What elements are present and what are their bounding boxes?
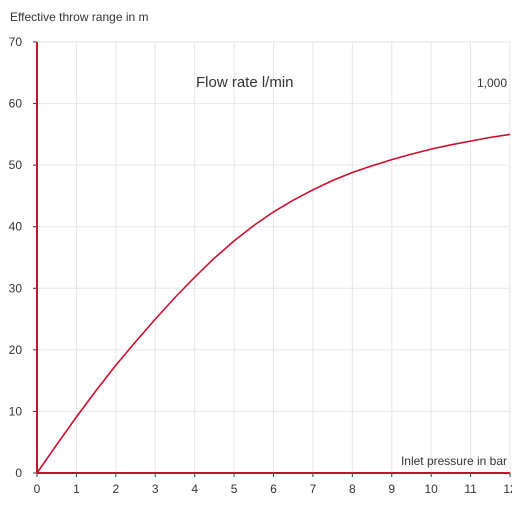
y-tick-label: 30 [9, 281, 23, 295]
x-tick-label: 8 [349, 482, 356, 496]
y-tick-label: 40 [9, 220, 23, 234]
y-axis-ticks: 0 10 20 30 40 50 60 70 [9, 35, 37, 480]
y-tick-label: 10 [9, 404, 23, 418]
x-tick-label: 3 [152, 482, 159, 496]
x-tick-label: 5 [231, 482, 238, 496]
x-axis-ticks: 0123456789101112 [34, 473, 512, 496]
y-tick-label: 60 [9, 97, 23, 111]
y-axis-title: Effective throw range in m [10, 10, 149, 24]
x-axis-title: Inlet pressure in bar [401, 454, 507, 468]
series-line [36, 133, 511, 474]
y-tick-label: 0 [15, 466, 22, 480]
x-tick-label: 4 [191, 482, 198, 496]
x-tick-label: 2 [112, 482, 119, 496]
x-tick-label: 7 [310, 482, 317, 496]
x-tick-label: 9 [388, 482, 395, 496]
grid [37, 41, 511, 473]
x-tick-label: 10 [424, 482, 438, 496]
y-tick-label: 20 [9, 343, 23, 357]
x-tick-label: 1 [73, 482, 80, 496]
chart-title: Flow rate l/min [196, 74, 294, 91]
x-tick-label: 0 [34, 482, 41, 496]
x-tick-label: 11 [464, 482, 477, 496]
x-tick-label: 6 [270, 482, 277, 496]
y-tick-label: 50 [9, 158, 23, 172]
x-tick-label: 12 [503, 482, 512, 496]
series-label: 1,000 [477, 76, 507, 90]
series-layer [36, 133, 511, 474]
y-tick-label: 70 [9, 35, 23, 49]
